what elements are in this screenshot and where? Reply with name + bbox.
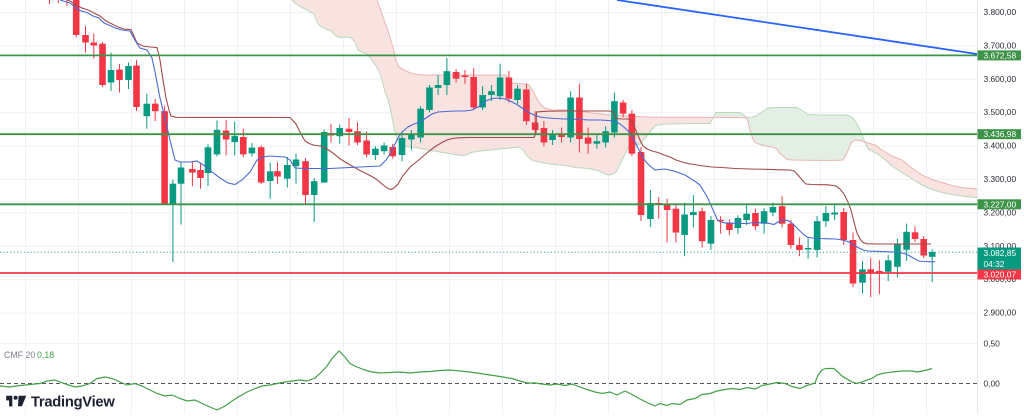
svg-text:2.900,00: 2.900,00 <box>984 308 1017 318</box>
svg-text:3.600,00: 3.600,00 <box>984 74 1017 84</box>
svg-text:04:32: 04:32 <box>984 259 1005 269</box>
svg-text:0,00: 0,00 <box>984 379 1001 389</box>
svg-text:3.700,00: 3.700,00 <box>984 40 1017 50</box>
svg-text:0,50: 0,50 <box>984 338 1001 348</box>
svg-text:3.300,00: 3.300,00 <box>984 174 1017 184</box>
svg-text:3.500,00: 3.500,00 <box>984 107 1017 117</box>
svg-text:TradingView: TradingView <box>31 395 115 411</box>
svg-text:0,18: 0,18 <box>37 350 54 360</box>
svg-text:3.672,58: 3.672,58 <box>984 50 1017 60</box>
svg-text:3.227,00: 3.227,00 <box>984 199 1017 209</box>
svg-text:3.436,98: 3.436,98 <box>984 129 1017 139</box>
svg-text:3.400,00: 3.400,00 <box>984 141 1017 151</box>
svg-text:3.020,07: 3.020,07 <box>984 270 1017 280</box>
svg-text:3.200,00: 3.200,00 <box>984 207 1017 217</box>
svg-text:3.800,00: 3.800,00 <box>984 7 1017 17</box>
svg-text:CMF 20: CMF 20 <box>4 350 35 360</box>
svg-text:3.100,00: 3.100,00 <box>984 241 1017 251</box>
svg-text:3.082,85: 3.082,85 <box>984 248 1017 258</box>
